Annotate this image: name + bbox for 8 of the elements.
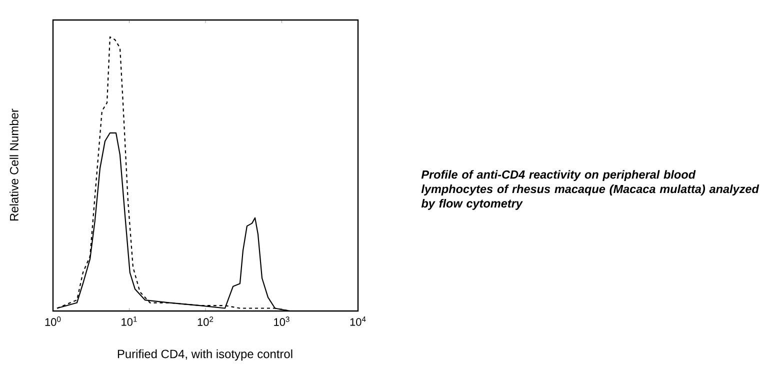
y-axis-title: Relative Cell Number <box>10 108 18 220</box>
x-axis-title: Purified CD4, with isotype control <box>118 349 292 361</box>
x-tick-label: 10$^{2}$ <box>198 316 214 326</box>
x-tick-label: 10$^{4}$ <box>350 316 366 326</box>
x-tick-label: 10$^{1}$ <box>122 316 137 326</box>
x-tick-label: 10$^{3}$ <box>274 316 290 326</box>
text: Profile of anti-CD4 reactivity on peripheral blood lymphocytes of rhesus macaque (Macaca mulatta) analyzed by flow cytometry <box>421 170 760 210</box>
x-tick-label: 10$^{0}$ <box>45 316 61 326</box>
